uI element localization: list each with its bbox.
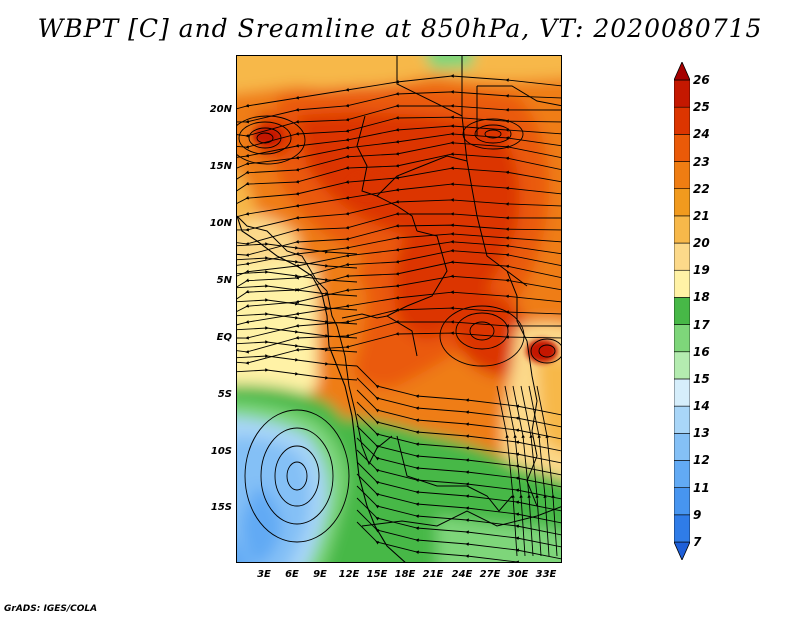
streamline	[237, 354, 358, 367]
colorbar-label: 20	[693, 236, 710, 251]
colorbar-segment	[674, 514, 690, 543]
colorbar-segment	[674, 134, 690, 162]
streamline	[237, 326, 358, 339]
colorbar-segment	[674, 432, 690, 461]
lat-label-15s: 15S	[210, 502, 232, 513]
lon-label-15e: 15E	[366, 569, 388, 580]
streamline	[536, 385, 558, 557]
colorbar-label: 12	[693, 453, 710, 468]
colorbar-label: 7	[693, 535, 702, 549]
wbpt-streamline-map	[237, 56, 561, 562]
lat-label-10s: 10S	[210, 446, 232, 457]
streamline	[237, 242, 358, 255]
streamline	[237, 256, 358, 269]
colorbar-segment	[674, 188, 690, 217]
lon-label-33e: 33E	[535, 569, 557, 580]
colorbar-segment	[674, 324, 690, 353]
colorbar-segment	[674, 405, 690, 434]
colorbar-label: 19	[693, 263, 710, 278]
lon-label-18e: 18E	[394, 569, 416, 580]
colorbar-segment	[674, 297, 690, 325]
lat-label-20n: 20N	[209, 104, 232, 115]
lon-label-3e: 3E	[257, 569, 271, 580]
lon-label-27e: 27E	[479, 569, 501, 580]
lon-label-6e: 6E	[285, 569, 299, 580]
lon-label-9e: 9E	[313, 569, 327, 580]
colorbar-label: 9	[693, 507, 702, 522]
streamline	[237, 270, 358, 283]
colorbar-segment	[674, 79, 690, 108]
streamline	[496, 385, 518, 557]
colorbar-label: 21	[693, 208, 710, 223]
lat-label-10n: 10N	[209, 218, 232, 229]
lat-label-5s: 5S	[217, 389, 232, 400]
streamline	[237, 284, 358, 297]
colorbar-label: 14	[693, 399, 710, 414]
colorbar-over-arrow	[674, 62, 690, 81]
map-title: WBPT [C] and Sreamline at 850hPa, VT: 20…	[37, 14, 763, 43]
lon-label-21e: 21E	[422, 569, 444, 580]
colorbar-label: 15	[693, 371, 710, 386]
map-plot-area	[236, 55, 562, 563]
streamline	[528, 385, 550, 557]
colorbar-segment	[674, 106, 690, 135]
streamline	[237, 312, 358, 325]
colorbar-segment	[674, 242, 690, 271]
colorbar-label: 26	[693, 73, 710, 87]
colorbar-segment	[674, 269, 690, 298]
lat-label-5n: 5N	[216, 275, 232, 286]
lon-label-30e: 30E	[507, 569, 529, 580]
streamline	[504, 385, 526, 557]
colorbar-label: 11	[693, 480, 710, 495]
colorbar-segment	[674, 460, 690, 488]
colorbar-segment	[674, 487, 690, 516]
colorbar-segment	[674, 161, 690, 190]
colorbar-segment	[674, 351, 690, 380]
lon-label-12e: 12E	[338, 569, 360, 580]
colorbar-label: 22	[693, 181, 710, 196]
lon-label-24e: 24E	[451, 569, 473, 580]
colorbar-label: 17	[693, 317, 710, 332]
colorbar-label: 16	[693, 344, 710, 359]
colorbar-segment	[674, 378, 690, 407]
colorbar-label: 25	[693, 100, 710, 115]
colorbar	[674, 62, 690, 560]
colorbar-segment	[674, 215, 690, 244]
streamline	[237, 331, 561, 365]
lat-label-eq: EQ	[216, 332, 232, 343]
colorbar-label: 23	[693, 154, 710, 169]
streamline	[520, 385, 542, 557]
vortex-circulations	[237, 115, 561, 543]
streamline	[512, 385, 534, 557]
colorbar-label: 13	[693, 426, 710, 441]
grads-credit: GrADS: IGES/COLA	[4, 604, 98, 614]
lat-label-15n: 15N	[209, 161, 232, 172]
colorbar-under-arrow	[674, 541, 690, 560]
streamline	[237, 340, 358, 353]
streamline	[237, 368, 358, 381]
colorbar-label: 18	[693, 290, 710, 305]
colorbar-label: 24	[693, 127, 710, 142]
streamline	[356, 521, 520, 562]
streamline	[237, 298, 358, 311]
